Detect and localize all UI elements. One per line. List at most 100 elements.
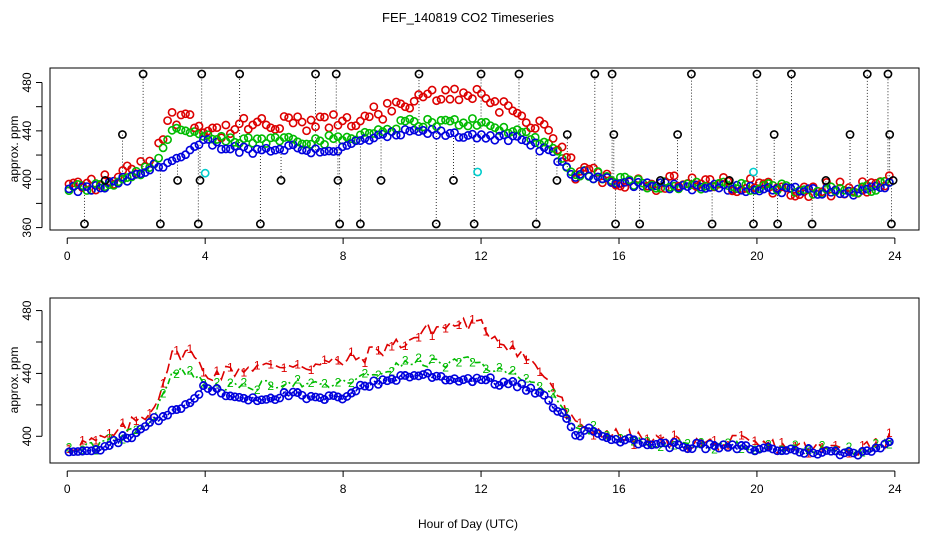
out-of-range-point — [333, 176, 343, 185]
series1-point — [311, 122, 320, 132]
series2-label: 2 — [146, 415, 153, 429]
series2-point — [216, 131, 226, 141]
out-of-range-point — [883, 69, 893, 79]
series3-marker — [306, 391, 316, 401]
series1-label: 1 — [536, 365, 543, 379]
series1-point — [687, 173, 697, 183]
series2-point — [190, 127, 199, 136]
series1-label: 1 — [859, 439, 866, 453]
series3-marker — [871, 443, 881, 453]
series3-label: 3 — [711, 439, 718, 453]
series3-label: 3 — [483, 373, 490, 387]
series2-label: 2 — [536, 379, 543, 393]
series3-label: 3 — [523, 384, 530, 398]
bottom-x-tick-label: 24 — [888, 482, 902, 496]
series3-marker — [163, 410, 172, 420]
bottom-x-tick-label: 12 — [474, 482, 488, 496]
series3-label: 3 — [294, 386, 301, 400]
series1-point — [557, 142, 567, 152]
out-of-range-point — [821, 176, 831, 185]
out-of-range-point — [155, 219, 165, 229]
out-of-range-point — [235, 69, 245, 79]
series3-marker — [104, 441, 114, 450]
series1-point — [212, 123, 222, 132]
series3-marker — [109, 435, 119, 445]
series1-point — [485, 98, 495, 108]
out-of-range-point — [724, 176, 734, 185]
series2-point — [360, 127, 370, 137]
series2-point — [732, 184, 742, 194]
series1-point — [382, 98, 392, 108]
series1-label: 1 — [294, 358, 301, 372]
series2-point — [396, 116, 406, 125]
series3-marker — [396, 371, 406, 380]
series3-marker — [172, 405, 181, 414]
series3-point — [127, 171, 137, 181]
series3-marker — [454, 376, 464, 386]
series3-marker — [216, 388, 226, 398]
series3-marker — [405, 372, 415, 382]
series3-point — [351, 136, 361, 146]
series3-marker — [737, 441, 746, 450]
series3-point — [95, 183, 105, 193]
out-of-range-point — [749, 219, 758, 229]
series2-point — [181, 126, 190, 136]
series3-point — [190, 142, 199, 151]
series2-label: 2 — [442, 360, 449, 374]
series1-point — [427, 85, 437, 95]
series3-point — [817, 189, 827, 199]
series3-label: 3 — [590, 424, 597, 438]
series2-label: 2 — [752, 443, 759, 457]
series2-point — [445, 116, 455, 126]
series3-marker — [355, 380, 365, 390]
series3-label: 3 — [160, 410, 167, 424]
series2-label: 2 — [792, 438, 799, 452]
out-of-range-point — [885, 130, 895, 139]
series3-point — [508, 131, 518, 141]
series1-point — [826, 191, 836, 201]
series2-label: 2 — [469, 355, 476, 369]
series2-label: 2 — [375, 368, 382, 382]
series3-marker — [517, 379, 527, 389]
series3-point — [364, 135, 374, 145]
series1-label: 1 — [388, 340, 395, 354]
series2-label: 2 — [509, 363, 516, 377]
series2-point — [225, 133, 235, 143]
series1-label: 1 — [429, 329, 436, 343]
series3-label: 3 — [496, 378, 503, 392]
series1-point — [333, 120, 343, 130]
series3-label: 3 — [415, 369, 422, 383]
series3-point — [759, 184, 769, 194]
series3-point — [436, 126, 446, 136]
series3-marker — [158, 412, 168, 421]
series1-label: 1 — [563, 407, 570, 421]
series3-point — [768, 185, 778, 195]
series1-point — [190, 123, 199, 133]
series1-point — [257, 114, 267, 123]
series3-marker — [759, 443, 769, 453]
series1-point — [288, 118, 298, 128]
series1-label: 1 — [819, 441, 826, 455]
series2-point — [243, 133, 253, 143]
series3-point — [360, 134, 370, 143]
series1-point — [499, 97, 509, 106]
series3-marker — [781, 446, 791, 455]
bottom-x-tick-label: 20 — [750, 482, 764, 496]
series1-point — [275, 124, 285, 133]
series1-point — [521, 118, 531, 128]
series2-label: 2 — [765, 438, 772, 452]
series3-marker — [754, 444, 764, 454]
series1-label: 1 — [281, 361, 288, 375]
series2-point — [194, 129, 204, 139]
series3-marker — [445, 375, 455, 385]
series3-point — [696, 182, 706, 192]
series3-point — [445, 128, 455, 138]
series3-marker — [346, 388, 356, 398]
series1-point — [355, 116, 365, 126]
top-x-tick-label: 4 — [202, 249, 209, 263]
series2-label: 2 — [415, 351, 422, 365]
top-x-tick-label: 8 — [340, 249, 347, 263]
series3-point — [826, 187, 836, 197]
series1-label: 1 — [348, 345, 355, 359]
series2-point — [418, 122, 428, 132]
